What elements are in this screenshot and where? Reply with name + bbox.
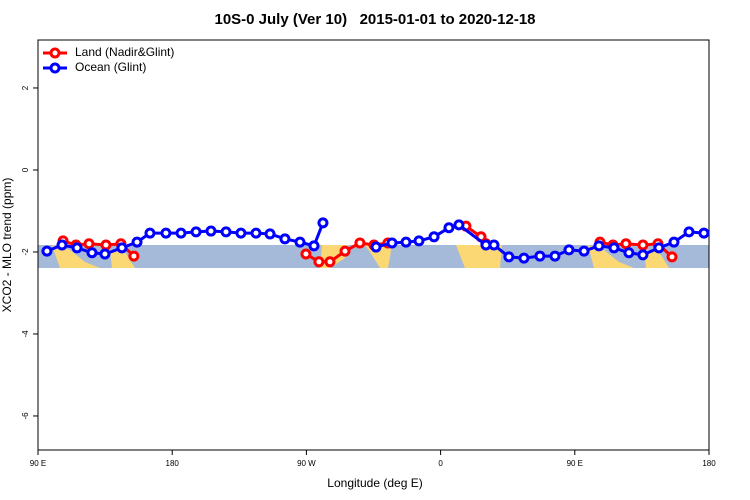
legend-label: Ocean (Glint) [75,60,146,74]
point [308,240,320,252]
point [578,245,590,257]
point [593,240,605,252]
point [324,256,336,268]
land-shape [110,250,135,268]
point [608,242,620,254]
y-tick-label: -6 [21,412,30,420]
point [698,227,710,239]
point [317,217,329,229]
series [41,217,710,264]
point [160,227,172,239]
point [41,245,53,257]
point [549,250,561,262]
point [534,250,546,262]
x-tick-label: 180 [702,459,716,468]
point [116,242,128,254]
point [300,248,312,260]
point [386,237,398,249]
x-tick-label: 90 E [567,459,583,468]
x-tick-label: 90 W [297,459,316,468]
land-shape [644,250,669,268]
x-tick-label: 90 E [30,459,46,468]
point [503,251,515,263]
point [413,235,425,247]
point [488,239,500,251]
point [637,249,649,261]
point [339,245,351,257]
y-tick-label: -4 [21,330,30,338]
legend-marker [49,62,61,74]
plot-frame [37,39,710,451]
point [666,251,678,263]
point [86,247,98,259]
point [250,227,262,239]
chart-title: 10S-0 July (Ver 10) 2015-01-01 to 2020-1… [214,11,535,28]
y-tick-label: 2 [21,85,30,90]
point [400,236,412,248]
point [128,250,140,262]
land-shape [456,245,502,268]
point [443,222,455,234]
point [56,239,68,251]
point [668,236,680,248]
land-shape [52,245,100,268]
point [235,227,247,239]
point [71,242,83,254]
point [175,227,187,239]
point [83,238,95,250]
point [220,226,232,238]
point [294,236,306,248]
point [279,233,291,245]
land-shape [365,245,392,268]
y-tick-label: -2 [21,248,30,256]
point [637,239,649,251]
x-tick-label: 180 [166,459,180,468]
legend-marker [49,47,61,59]
point [205,225,217,237]
y-axis-label: XCO2 - MLO trend (ppm) [0,178,14,313]
point [190,226,202,238]
point [99,248,111,260]
x-tick-label: 0 [438,459,443,468]
point [100,239,112,251]
point [453,219,465,231]
point [428,231,440,243]
point [623,247,635,259]
point [518,252,530,264]
point [144,227,156,239]
point [354,237,366,249]
legend-label: Land (Nadir&Glint) [75,45,174,59]
point [620,238,632,250]
point [370,241,382,253]
point [653,242,665,254]
point [131,236,143,248]
point [563,244,575,256]
point [683,226,695,238]
point [264,228,276,240]
point [313,256,325,268]
x-axis-label: Longitude (deg E) [327,476,422,490]
y-tick-label: 0 [21,167,30,172]
